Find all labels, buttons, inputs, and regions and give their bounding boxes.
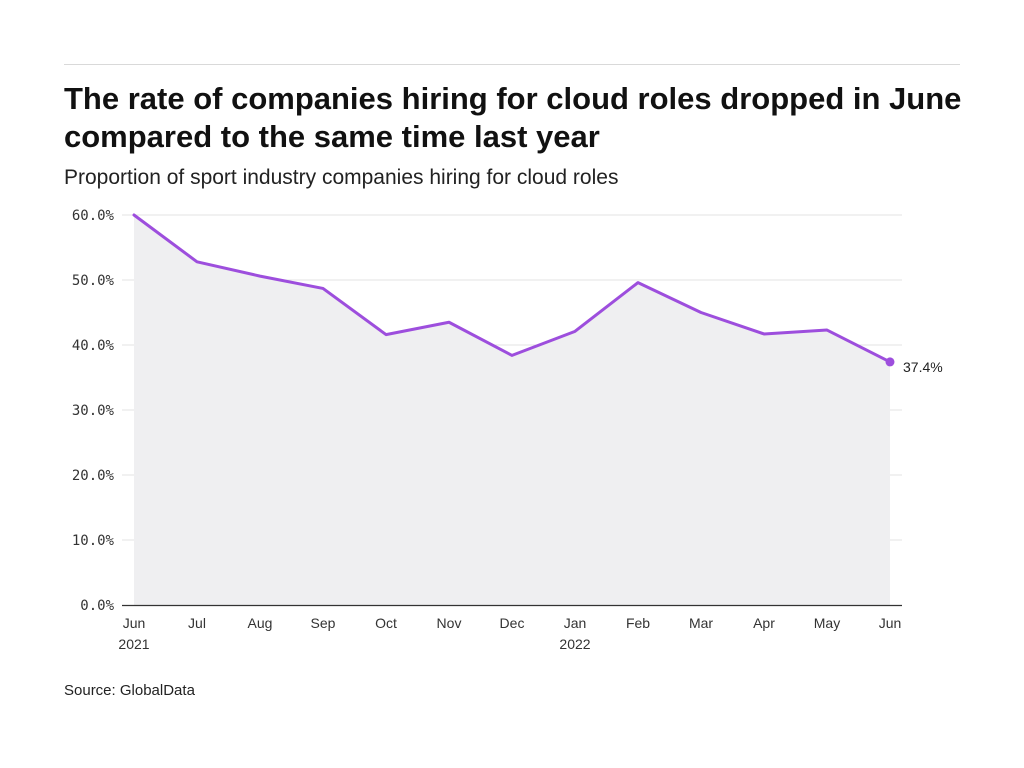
x-tick-label: Feb (626, 615, 650, 631)
y-tick-label: 0.0% (80, 598, 114, 614)
x-tick-label: Oct (375, 615, 397, 631)
y-tick-label: 30.0% (72, 403, 115, 419)
chart-title: The rate of companies hiring for cloud r… (64, 81, 962, 154)
chart-subtitle: Proportion of sport industry companies h… (64, 166, 619, 189)
x-tick-label: Dec (500, 615, 525, 631)
x-tick-label: May (814, 615, 840, 631)
y-tick-label: 20.0% (72, 468, 115, 484)
tick-labels: 0.0% 10.0% 20.0% 30.0% 40.0% 50.0% 60.0% 37.4% J… (72, 208, 943, 652)
x-year-label: 2022 (559, 636, 590, 652)
x-tick-label: Sep (311, 615, 336, 631)
y-tick-label: 50.0% (72, 273, 115, 289)
x-tick-label: Jan (564, 615, 587, 631)
y-tick-label: 40.0% (72, 338, 115, 354)
end-value-label: 37.4% (903, 359, 943, 375)
source-note: Source: GlobalData (64, 682, 195, 699)
y-tick-label: 10.0% (72, 533, 115, 549)
top-divider (64, 64, 960, 65)
x-tick-label: Aug (248, 615, 273, 631)
x-tick-label: Jun (123, 615, 146, 631)
series-line-layer (132, 213, 895, 367)
x-year-label: 2021 (118, 636, 149, 652)
x-tick-label: Jun (879, 615, 902, 631)
x-tick-label: Nov (437, 615, 462, 631)
end-point-marker (885, 357, 895, 367)
x-tick-label: Apr (753, 615, 775, 631)
series-line (132, 213, 892, 364)
x-tick-label: Mar (689, 615, 713, 631)
x-tick-label: Jul (188, 615, 206, 631)
y-tick-label: 60.0% (72, 208, 115, 224)
